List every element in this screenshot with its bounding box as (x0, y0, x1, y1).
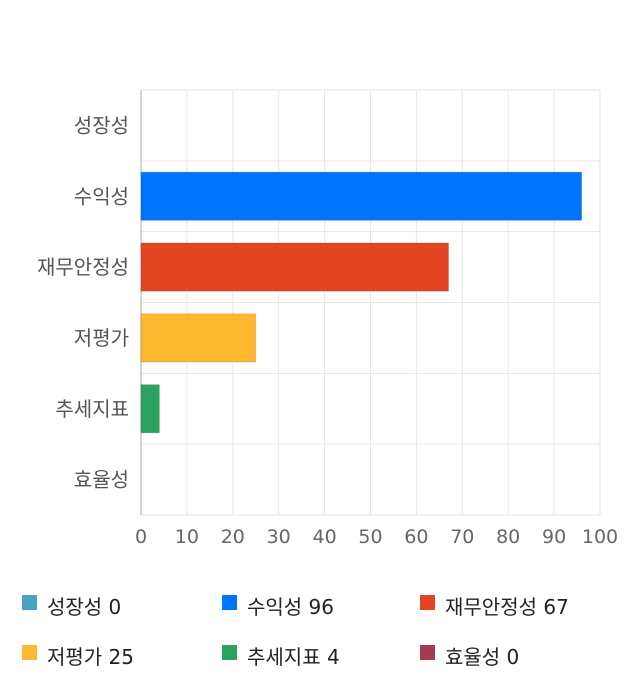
x-tick-label: 60 (404, 526, 428, 548)
legend: 성장성 0 수익성 96 재무안정성 67 저평가 25 추세지표 4 효율성 … (0, 580, 640, 690)
x-tick-label: 80 (496, 526, 520, 548)
bar (140, 242, 450, 292)
legend-label: 성장성 0 (47, 594, 122, 619)
x-tick-label: 90 (542, 526, 566, 548)
category-label: 재무안정성 (37, 255, 129, 279)
legend-swatch (22, 594, 37, 610)
legend-item[interactable]: 수익성 96 (222, 590, 334, 620)
category-label: 수익성 (74, 184, 129, 208)
legend-item[interactable]: 저평가 25 (22, 640, 134, 670)
x-tick-label: 10 (175, 526, 199, 548)
legend-swatch (222, 594, 237, 610)
x-tick-label: 40 (313, 526, 337, 548)
x-tick-label: 30 (267, 526, 291, 548)
legend-item[interactable]: 성장성 0 (22, 590, 121, 620)
legend-swatch (222, 644, 237, 660)
bar (140, 384, 160, 434)
legend-label: 효율성 0 (445, 644, 520, 669)
x-tick-label: 20 (221, 526, 245, 548)
category-label: 저평가 (74, 326, 129, 350)
legend-swatch (420, 594, 435, 610)
legend-item[interactable]: 재무안정성 67 (420, 590, 569, 620)
legend-item[interactable]: 효율성 0 (420, 640, 519, 670)
legend-swatch (22, 644, 37, 660)
legend-label: 수익성 96 (247, 594, 335, 619)
legend-swatch (420, 644, 435, 660)
category-label: 성장성 (74, 113, 129, 137)
x-tick-label: 0 (135, 526, 147, 548)
legend-label: 추세지표 4 (247, 644, 340, 669)
x-tick-label: 70 (450, 526, 474, 548)
legend-label: 저평가 25 (47, 644, 135, 669)
legend-label: 재무안정성 67 (445, 594, 569, 619)
category-label: 추세지표 (55, 397, 129, 421)
category-label: 효율성 (74, 468, 129, 492)
bar (140, 171, 583, 221)
x-tick-label: 50 (358, 526, 382, 548)
x-tick-label: 100 (582, 526, 618, 548)
bar (140, 313, 257, 363)
legend-item[interactable]: 추세지표 4 (222, 640, 340, 670)
